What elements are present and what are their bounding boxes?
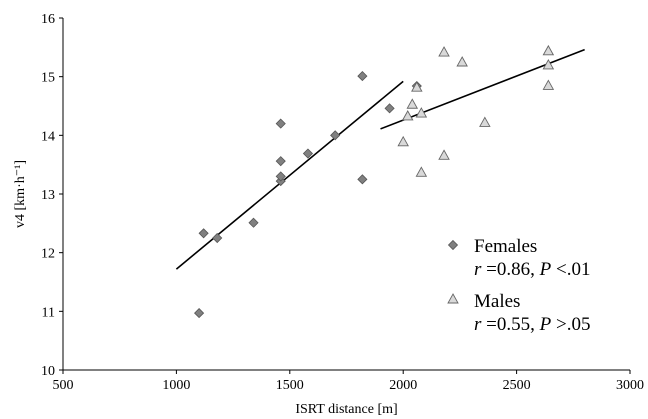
male-point [406,98,419,109]
female-point [275,156,286,167]
male-point [479,116,491,127]
female-point [212,232,223,244]
male-point [415,166,428,177]
legend-label-females: Females [474,236,537,257]
legend-stat-males: r =0.55, P >.05 [474,314,590,335]
male-point [401,110,414,121]
x-ticks: 500 1000 1500 2000 2500 3000 [53,370,644,393]
legend-marker-females [447,239,459,251]
legend-marker-males [447,293,459,304]
male-point [397,135,409,147]
x-axis-title: ISRT distance [m] [295,402,397,417]
female-point [275,171,286,182]
y-ticks: 10 11 12 13 14 15 16 [41,12,63,379]
y-tick-label: 10 [41,364,55,379]
female-point [275,118,286,129]
legend-label-males: Males [474,291,520,312]
female-point [357,174,368,185]
y-tick-label: 16 [41,12,55,27]
y-tick-label: 15 [41,71,55,86]
y-tick-label: 14 [41,129,55,144]
x-tick-label: 3000 [616,378,644,393]
y-tick-label: 11 [42,305,55,320]
female-point [248,217,259,228]
y-axis-title: v4 [km·h⁻¹] [13,160,28,228]
females-trend-line [175,80,404,270]
female-point [194,308,205,319]
male-point [438,46,450,57]
legend-stat-females: r =0.86, P <.01 [474,259,590,280]
male-point [438,149,450,160]
male-point [411,81,423,92]
x-tick-label: 500 [53,378,74,393]
female-point [198,228,209,239]
male-point [542,79,555,90]
male-point [542,59,555,70]
female-point [357,71,368,82]
x-tick-label: 1000 [162,378,190,393]
legend: Females r =0.86, P <.01 Males r =0.55, P… [447,236,590,335]
female-point [384,103,395,114]
y-tick-label: 13 [41,188,55,203]
female-point [302,148,314,159]
x-tick-label: 2000 [389,378,417,393]
x-tick-label: 1500 [276,378,304,393]
y-tick-label: 12 [41,247,55,262]
males-trend-line [380,48,585,130]
data-points [194,44,555,319]
male-point [415,107,428,118]
male-point [456,56,468,67]
male-point [542,44,555,56]
x-tick-label: 2500 [503,378,531,393]
female-point [330,130,341,141]
